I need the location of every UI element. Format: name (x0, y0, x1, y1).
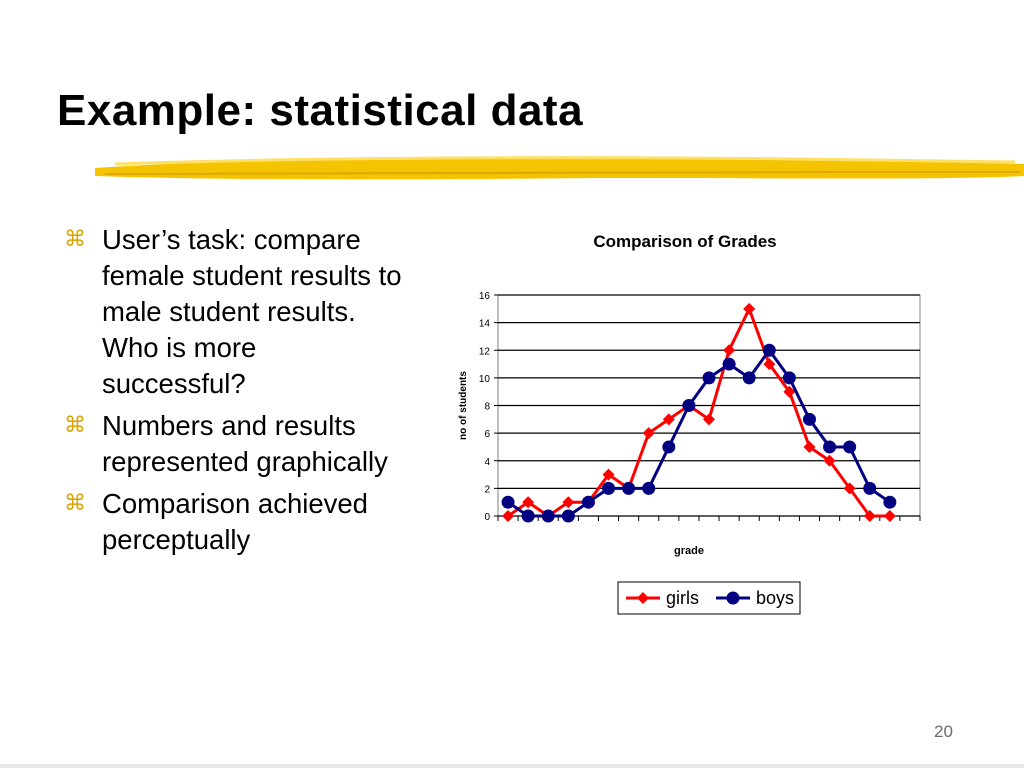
data-point-boys (662, 440, 676, 454)
data-point-boys (602, 481, 616, 495)
data-point-boys (823, 440, 837, 454)
legend-label: boys (756, 588, 794, 608)
data-point-boys (622, 481, 636, 495)
y-tick-label: 10 (479, 374, 491, 385)
data-point-boys (802, 412, 816, 426)
data-point-boys (702, 371, 716, 385)
bullet-item: ⌘ Comparison achieved perceptually (62, 486, 407, 558)
data-point-girls (883, 510, 896, 522)
data-point-girls (662, 413, 675, 426)
y-tick-label: 8 (484, 402, 490, 413)
data-point-boys (863, 481, 877, 495)
highlight-brush-stroke (95, 156, 1024, 180)
bullet-text: Numbers and results represented graphica… (102, 410, 388, 477)
bullet-text: Comparison achieved perceptually (102, 488, 368, 555)
y-tick-label: 2 (484, 484, 490, 495)
chart-svg: Comparison of Grades 0 2 4 6 8 10 12 14 16 grade no… (458, 232, 921, 615)
data-point-boys (843, 440, 857, 454)
data-point-girls (522, 496, 535, 509)
data-point-boys (521, 509, 535, 523)
bullet-item: ⌘ Numbers and results represented graphi… (62, 408, 407, 480)
y-tick-label: 4 (484, 457, 490, 468)
data-point-girls (803, 440, 816, 453)
data-point-girls (843, 482, 856, 495)
data-point-boys (541, 509, 555, 523)
command-key-icon: ⌘ (64, 227, 86, 252)
data-point-girls (723, 344, 736, 357)
data-point-boys (742, 371, 756, 385)
bullet-item: ⌘ User’s task: compare female student re… (62, 222, 407, 402)
data-point-girls (783, 385, 796, 398)
data-point-boys (501, 495, 515, 509)
data-point-girls (743, 302, 756, 315)
page-number: 20 (934, 722, 953, 741)
data-point-boys (581, 495, 595, 509)
data-point-boys (642, 481, 656, 495)
data-point-girls (642, 427, 655, 440)
bullet-text: User’s task: compare female student resu… (102, 224, 402, 399)
x-axis-label: grade (674, 545, 704, 557)
grades-chart: Comparison of Grades 0 2 4 6 8 10 12 14 16 grade no… (440, 220, 940, 640)
data-point-boys (561, 509, 575, 523)
data-point-boys (682, 399, 696, 412)
legend-label: girls (666, 588, 699, 608)
y-tick-label: 0 (484, 512, 490, 523)
y-axis-label: no of students (458, 371, 469, 440)
data-point-girls (502, 510, 515, 522)
data-point-girls (703, 413, 715, 426)
data-point-girls (562, 496, 575, 509)
legend-marker-boys (726, 591, 740, 605)
data-point-boys (762, 343, 776, 357)
bullet-list: ⌘ User’s task: compare female student re… (62, 222, 407, 564)
y-tick-label: 6 (484, 429, 490, 440)
chart-title: Comparison of Grades (593, 232, 776, 251)
data-point-girls (863, 510, 876, 522)
data-point-boys (722, 357, 736, 371)
data-point-boys (782, 371, 796, 385)
command-key-icon: ⌘ (64, 491, 86, 516)
command-key-icon: ⌘ (64, 413, 86, 438)
data-point-girls (763, 358, 776, 371)
y-tick-label: 16 (479, 291, 491, 302)
bottom-bar (0, 764, 1024, 768)
y-tick-label: 12 (479, 346, 491, 357)
slide-title: Example: statistical data (57, 86, 584, 135)
legend-marker-girls (637, 592, 649, 604)
data-point-boys (883, 495, 897, 509)
data-point-girls (823, 454, 836, 467)
data-point-girls (602, 468, 615, 481)
y-tick-label: 14 (479, 319, 491, 330)
